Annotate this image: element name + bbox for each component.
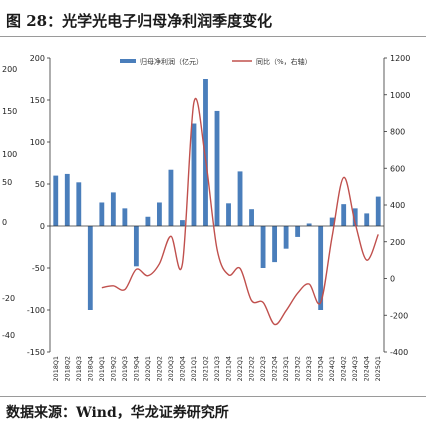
bar <box>306 223 312 226</box>
category-label: 2021Q4 <box>225 356 233 381</box>
bar <box>226 203 231 226</box>
left-axis-tick-label: 50 <box>35 180 45 189</box>
category-label: 2021Q3 <box>213 356 221 381</box>
outer-axis-label: 100 <box>2 150 17 159</box>
category-label: 2019Q2 <box>109 356 117 381</box>
bar <box>122 208 128 226</box>
category-label: 2022Q2 <box>248 356 256 381</box>
bar <box>133 226 139 267</box>
bar <box>364 213 370 226</box>
figure-source: 数据来源：Wind，华龙证券研究所 <box>6 405 229 421</box>
legend-line-label: 同比（%，右轴） <box>256 57 312 66</box>
category-label: 2021Q1 <box>190 356 198 381</box>
legend-bar-label: 归母净利润（亿元） <box>140 57 203 66</box>
bar <box>156 202 162 226</box>
category-label: 2018Q1 <box>52 356 60 381</box>
title-divider <box>0 36 426 37</box>
category-label: 2024Q2 <box>340 356 348 381</box>
left-axis-tick-label: 150 <box>30 96 45 105</box>
right-axis-tick-label: -200 <box>390 311 408 320</box>
category-label: 2021Q2 <box>201 356 209 381</box>
category-label: 2022Q4 <box>271 356 279 381</box>
left-axis: -150 -100 -50 0 50 100 150 200 <box>27 54 51 357</box>
outer-axis-label: 50 <box>2 178 12 187</box>
bar <box>295 226 301 237</box>
bar <box>260 226 266 268</box>
right-axis-tick-label: 400 <box>390 201 405 210</box>
legend: 归母净利润（亿元） 同比（%，右轴） <box>120 57 312 66</box>
category-label: 2018Q4 <box>86 356 94 381</box>
right-axis-tick-label: 1200 <box>390 54 410 63</box>
bar <box>145 216 151 226</box>
left-axis-tick-label: -100 <box>27 306 45 315</box>
category-label: 2025Q1 <box>374 356 382 381</box>
left-axis-tick-label: 100 <box>30 138 45 147</box>
bar <box>237 171 243 226</box>
category-label: 2022Q3 <box>259 356 267 381</box>
left-axis-tick-label: -50 <box>32 264 45 273</box>
category-label: 2023Q2 <box>294 356 302 381</box>
bar <box>191 123 197 226</box>
bar-series <box>53 79 381 310</box>
bar <box>214 110 220 226</box>
bar <box>341 204 347 226</box>
category-label: 2019Q3 <box>121 356 129 381</box>
bar <box>329 217 335 226</box>
figure-title: 图 28：光学光电子归母净利润季度变化 <box>6 12 273 30</box>
bar <box>53 175 59 226</box>
outer-axis-label: 150 <box>2 107 17 116</box>
yoy-line <box>101 98 379 326</box>
bar <box>272 226 278 263</box>
outer-axis-label: 200 <box>2 65 17 74</box>
right-axis-tick-label: 200 <box>390 238 405 247</box>
category-label: 2020Q3 <box>167 356 175 381</box>
category-label: 2024Q1 <box>328 356 336 381</box>
line-series <box>101 98 379 326</box>
bar <box>318 226 324 310</box>
bar <box>203 79 208 226</box>
bar <box>64 173 70 226</box>
right-axis-tick-label: 600 <box>390 164 405 173</box>
outer-axis-labels: 200 150 100 50 0 -20 -40 <box>2 65 17 340</box>
right-axis-tick-label: 800 <box>390 128 405 137</box>
bar <box>375 196 381 226</box>
category-label: 2024Q3 <box>351 356 359 381</box>
left-axis-tick-label: -150 <box>27 348 45 357</box>
bar <box>87 226 93 310</box>
category-label: 2018Q3 <box>75 356 83 381</box>
left-axis-tick-label: 200 <box>30 54 45 63</box>
bar <box>352 208 358 226</box>
category-label: 2024Q4 <box>363 356 371 381</box>
category-label: 2018Q2 <box>63 356 71 381</box>
category-label: 2020Q2 <box>155 356 163 381</box>
category-label: 2022Q1 <box>236 356 244 381</box>
bar <box>99 202 105 226</box>
outer-axis-label: 0 <box>2 218 7 227</box>
outer-axis-label: -40 <box>2 331 15 340</box>
bar <box>110 192 116 226</box>
right-axis-tick-label: -400 <box>390 348 408 357</box>
legend-bar-swatch <box>120 59 136 63</box>
bar <box>249 209 254 226</box>
category-label: 2020Q1 <box>144 356 152 381</box>
category-labels: 2018Q1 2018Q2 2018Q3 2018Q4 2019Q1 2019Q2 2019… <box>52 356 382 381</box>
bar <box>76 182 82 226</box>
left-axis-tick-label: 0 <box>40 222 45 231</box>
category-label: 2019Q1 <box>98 356 106 381</box>
category-label: 2023Q4 <box>317 356 325 381</box>
category-label: 2023Q1 <box>282 356 290 381</box>
category-label: 2019Q4 <box>132 356 140 381</box>
category-label: 2020Q4 <box>178 356 186 381</box>
outer-axis-label: -20 <box>2 294 15 303</box>
bar <box>283 226 289 249</box>
right-axis: -400 -200 0 200 400 600 800 1000 1200 <box>383 54 410 357</box>
right-axis-tick-label: 0 <box>390 275 395 284</box>
bar <box>180 220 185 226</box>
source-divider <box>0 396 426 397</box>
category-label: 2023Q3 <box>305 356 313 381</box>
bar <box>168 169 174 226</box>
right-axis-tick-label: 1000 <box>390 91 410 100</box>
